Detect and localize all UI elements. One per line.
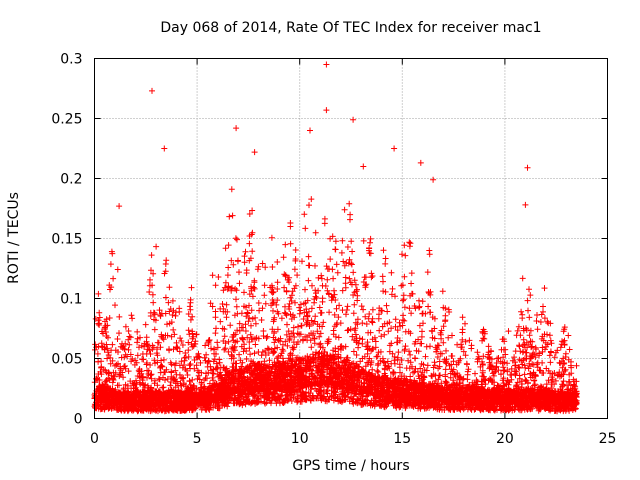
axis-ticks: 0 5 10 15 20 25 0 0.05 0.1 0.15 0.2 0.25 0.3 [51,52,616,448]
x-tick-label: 10 [291,431,309,447]
y-tick-label: 0.25 [51,112,82,128]
y-tick-label: 0.15 [51,232,82,248]
y-tick-label: 0.05 [51,352,82,368]
x-tick-label: 15 [393,431,411,447]
x-tick-label: 5 [193,431,202,447]
y-tick-label: 0 [74,412,83,428]
chart-title: Day 068 of 2014, Rate Of TEC Index for r… [160,20,541,36]
y-axis-label: ROTI / TECUs [6,192,22,284]
y-tick-label: 0.1 [60,292,82,308]
x-tick-label: 25 [599,431,617,447]
roti-series-markers [91,61,580,415]
x-tick-label: 0 [90,431,99,447]
data-points [91,61,580,415]
y-tick-label: 0.2 [60,172,82,188]
x-axis-label: GPS time / hours [292,458,409,474]
x-tick-label: 20 [496,431,514,447]
y-tick-label: 0.3 [60,52,82,68]
